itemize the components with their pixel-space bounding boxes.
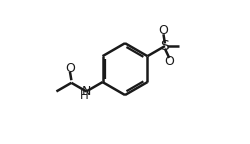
Text: O: O: [164, 55, 174, 68]
Text: S: S: [160, 39, 169, 53]
Text: N: N: [82, 85, 91, 98]
Text: O: O: [65, 62, 75, 75]
Text: O: O: [158, 24, 168, 37]
Text: H: H: [80, 89, 88, 102]
